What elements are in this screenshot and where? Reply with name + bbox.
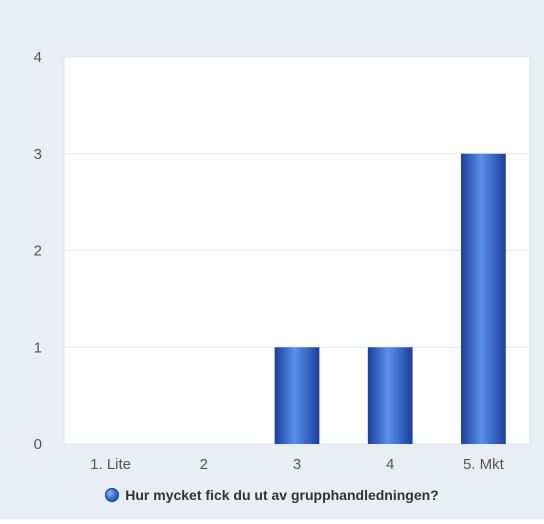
legend: Hur mycket fick du ut av grupphandlednin… bbox=[0, 487, 544, 503]
bar bbox=[274, 347, 320, 444]
y-tick-label: 0 bbox=[34, 436, 42, 453]
y-axis-ticks: 0 1 2 3 4 bbox=[34, 49, 42, 453]
y-tick-label: 1 bbox=[34, 339, 42, 356]
y-tick-label: 4 bbox=[34, 49, 42, 66]
x-tick-label: 2 bbox=[200, 456, 208, 473]
bar bbox=[367, 347, 413, 444]
y-tick-label: 3 bbox=[34, 146, 42, 163]
x-tick-label: 1. Lite bbox=[90, 456, 131, 473]
x-tick-label: 5. Mkt bbox=[463, 456, 505, 473]
legend-swatch-icon bbox=[105, 488, 120, 502]
legend-label: Hur mycket fick du ut av grupphandlednin… bbox=[125, 487, 439, 503]
x-tick-label: 3 bbox=[293, 456, 301, 473]
bars bbox=[274, 153, 506, 444]
x-tick-label: 4 bbox=[386, 456, 394, 473]
bar bbox=[461, 153, 506, 444]
y-tick-label: 2 bbox=[34, 243, 42, 260]
x-axis-ticks: 1. Lite 2 3 4 5. Mkt bbox=[90, 456, 504, 473]
